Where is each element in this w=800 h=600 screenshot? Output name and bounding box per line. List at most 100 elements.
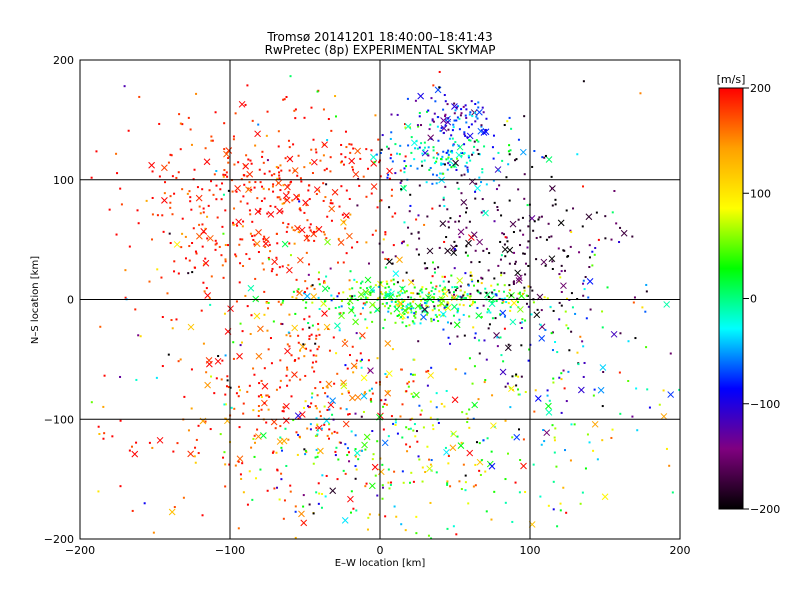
- data-point: [405, 165, 408, 168]
- data-point: [230, 406, 233, 409]
- data-point: [405, 271, 408, 274]
- data-point: [547, 222, 550, 225]
- data-point: [334, 454, 337, 457]
- data-point: [359, 286, 362, 289]
- data-point: [222, 175, 225, 178]
- data-point: [592, 394, 595, 397]
- data-point: [240, 178, 243, 181]
- data-point: [432, 120, 435, 123]
- data-point: [514, 262, 517, 265]
- data-point: [317, 451, 320, 454]
- data-point: [468, 357, 471, 360]
- data-point: [395, 303, 398, 306]
- data-point: [394, 300, 397, 303]
- data-point: [242, 195, 245, 198]
- data-point: [581, 491, 584, 494]
- data-point: [404, 529, 407, 532]
- data-point: [462, 313, 465, 316]
- data-point: [560, 378, 563, 381]
- data-point: [401, 403, 404, 406]
- data-point-cross: [475, 312, 483, 319]
- data-point: [323, 169, 326, 172]
- data-point: [532, 463, 535, 466]
- data-point: [369, 291, 372, 294]
- data-point: [282, 98, 285, 101]
- data-point: [202, 207, 205, 210]
- data-point: [253, 373, 256, 376]
- data-point: [351, 168, 354, 171]
- data-point-cross: [560, 282, 567, 290]
- data-point: [511, 375, 514, 378]
- data-point: [414, 312, 417, 315]
- data-point: [308, 198, 311, 201]
- data-point: [538, 216, 541, 219]
- data-point-cross: [223, 150, 230, 158]
- data-point: [152, 531, 155, 534]
- data-point: [382, 327, 385, 330]
- data-point: [517, 393, 520, 396]
- data-point: [463, 152, 466, 155]
- data-point: [433, 267, 436, 270]
- data-point: [123, 85, 126, 88]
- data-point-cross: [234, 185, 241, 192]
- data-point: [285, 95, 288, 98]
- data-point: [321, 474, 324, 477]
- data-point-cross: [466, 132, 474, 140]
- data-point: [270, 362, 273, 365]
- data-point: [377, 285, 380, 288]
- data-point: [478, 260, 481, 263]
- data-point: [446, 168, 449, 171]
- data-point-cross: [384, 389, 392, 397]
- data-point: [391, 262, 394, 265]
- data-point: [197, 424, 200, 427]
- data-point: [418, 146, 421, 149]
- data-point: [384, 515, 387, 518]
- data-point: [437, 153, 440, 156]
- data-point: [262, 238, 265, 241]
- data-point: [458, 117, 461, 120]
- data-point: [179, 358, 182, 361]
- data-point-cross: [283, 402, 290, 410]
- data-point: [508, 284, 511, 287]
- data-point: [168, 232, 171, 235]
- data-point: [410, 232, 413, 235]
- data-point: [235, 300, 238, 303]
- data-point: [466, 168, 469, 171]
- data-point: [265, 421, 268, 424]
- data-point: [428, 458, 431, 461]
- data-point: [155, 376, 158, 379]
- data-point: [484, 128, 487, 131]
- data-point: [341, 392, 344, 395]
- data-point: [426, 313, 429, 316]
- data-point-cross: [517, 306, 524, 313]
- data-point: [619, 332, 622, 335]
- data-point: [254, 144, 257, 147]
- data-point: [645, 283, 648, 286]
- data-point: [334, 95, 337, 98]
- data-point: [292, 290, 295, 293]
- data-point: [217, 355, 220, 358]
- data-point: [408, 126, 411, 129]
- data-point: [472, 417, 475, 420]
- data-point: [501, 159, 504, 162]
- data-point: [390, 113, 393, 116]
- data-point: [295, 431, 298, 434]
- data-point-cross: [253, 240, 261, 248]
- data-point: [490, 450, 493, 453]
- data-point: [509, 406, 512, 409]
- data-point-cross: [513, 433, 521, 441]
- data-point: [461, 152, 464, 155]
- data-point: [421, 286, 424, 289]
- data-point-cross: [329, 487, 337, 495]
- data-point: [337, 458, 340, 461]
- data-point: [161, 365, 164, 368]
- data-point: [502, 233, 505, 236]
- data-point: [442, 328, 445, 331]
- data-point: [477, 290, 480, 293]
- data-point: [370, 400, 373, 403]
- data-point: [464, 372, 467, 375]
- data-point: [169, 195, 172, 198]
- data-point: [245, 253, 248, 256]
- data-point-cross: [493, 332, 500, 339]
